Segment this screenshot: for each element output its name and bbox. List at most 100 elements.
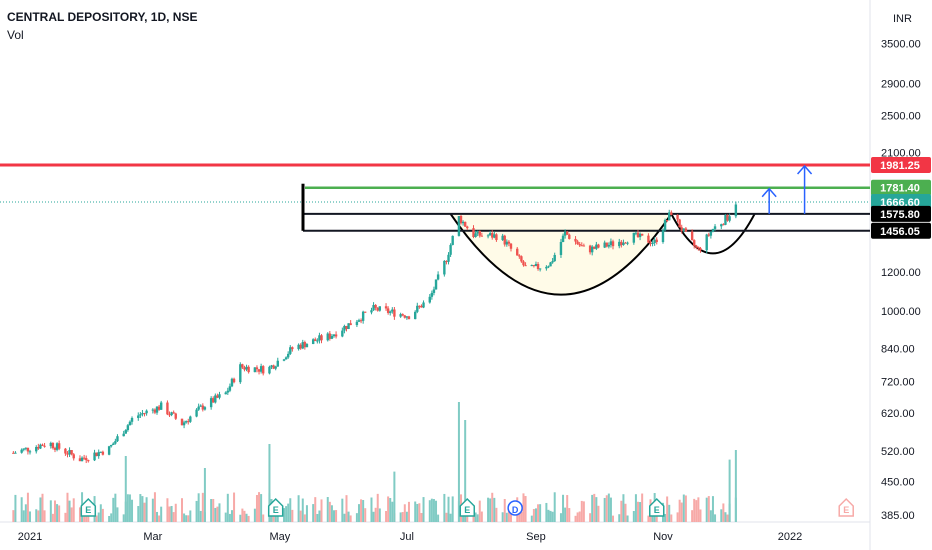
volume-bar [593,493,596,522]
candle-body [620,241,623,246]
candle-body [318,335,321,341]
volume-bar [78,507,81,522]
candle-body [145,410,148,414]
volume-bar [241,508,244,522]
candle-body [640,233,644,236]
y-tick-label: 2900.00 [881,79,921,91]
y-tick-label: 3500.00 [881,38,921,50]
volume-bar [255,495,258,522]
volume-bar [14,494,17,522]
volume-spike [728,459,731,522]
candle-body [291,347,294,350]
level-tag-label: 1981.25 [880,160,920,172]
candle-body [43,445,46,447]
level-tag [871,157,931,173]
candle-body [328,333,332,339]
volume-bar [647,515,650,522]
volume-bar [37,510,40,522]
volume-bar [391,501,394,522]
volume-bar [39,497,42,522]
level-tag-label: 1456.05 [880,226,920,238]
volume-bar [537,504,540,522]
candle-body [495,234,498,241]
candle-body [332,334,336,337]
y-tick-label: 1200.00 [881,267,921,279]
candle-body [653,239,656,243]
candle-body [553,254,556,262]
volume-label: Vol [7,28,24,42]
candle-body [357,320,361,322]
candle-body [49,442,53,447]
volume-bar [141,496,144,522]
candle-body [414,311,417,320]
volume-bar [110,513,113,522]
candle-body [582,245,586,247]
volume-bar [41,493,44,522]
x-tick-label: May [269,531,290,543]
candle-body [551,261,554,263]
volume-bar [197,493,200,522]
candle-body [239,364,242,383]
candle-body [199,405,202,407]
volume-bar [726,514,729,522]
candle-body [713,226,717,229]
candle-body [684,228,688,232]
candle-body [272,365,275,369]
candle-body [370,310,373,313]
candle-body [241,364,244,368]
volume-bar [680,502,683,522]
candle-body [378,306,382,311]
volume-bar [451,496,454,522]
volume-bar [299,510,302,522]
candle-body [334,334,338,337]
candle-body [693,240,696,246]
candle-body [345,325,348,329]
volume-bar [435,500,438,522]
candle-body [699,248,702,251]
candle-body [157,406,161,410]
candle-body [505,241,509,245]
volume-bar [330,505,333,522]
volume-bar [114,493,117,522]
candle-body [516,248,519,256]
volume-bar [303,514,306,522]
candle-body [68,450,71,455]
candle-body [459,216,463,224]
volume-bar [403,504,406,522]
volume-bar [341,498,344,522]
volume-bar [314,497,317,522]
candle-body [661,230,665,243]
volume-bar [443,493,446,522]
volume-bar [520,511,523,522]
candle-body [372,304,375,311]
volume-bar [684,495,687,522]
candle-body [139,414,142,416]
candle-body [259,366,263,372]
volume-bar [551,511,554,522]
candle-body [561,235,565,242]
candle-body [386,308,390,313]
volume-bar [158,515,161,522]
candle-body [690,231,694,241]
x-tick-label: Mar [143,531,162,543]
volume-bar [243,510,246,522]
volume-bar [612,515,615,522]
candle-body [638,233,642,238]
level-tag-label: 1575.80 [880,209,920,221]
volume-bar [707,496,710,522]
volume-bar [505,512,508,522]
candle-body [107,446,111,455]
candle-body [663,220,667,231]
volume-bar [549,510,552,522]
volume-bar [539,504,542,522]
candle-body [20,449,23,453]
candle-body [578,244,581,246]
candle-body [35,446,38,452]
candle-body [39,444,42,449]
volume-bar [181,498,183,522]
volume-bar [137,506,140,522]
volume-bar [624,503,627,522]
candle-body [299,344,302,349]
candle-body [416,305,419,312]
